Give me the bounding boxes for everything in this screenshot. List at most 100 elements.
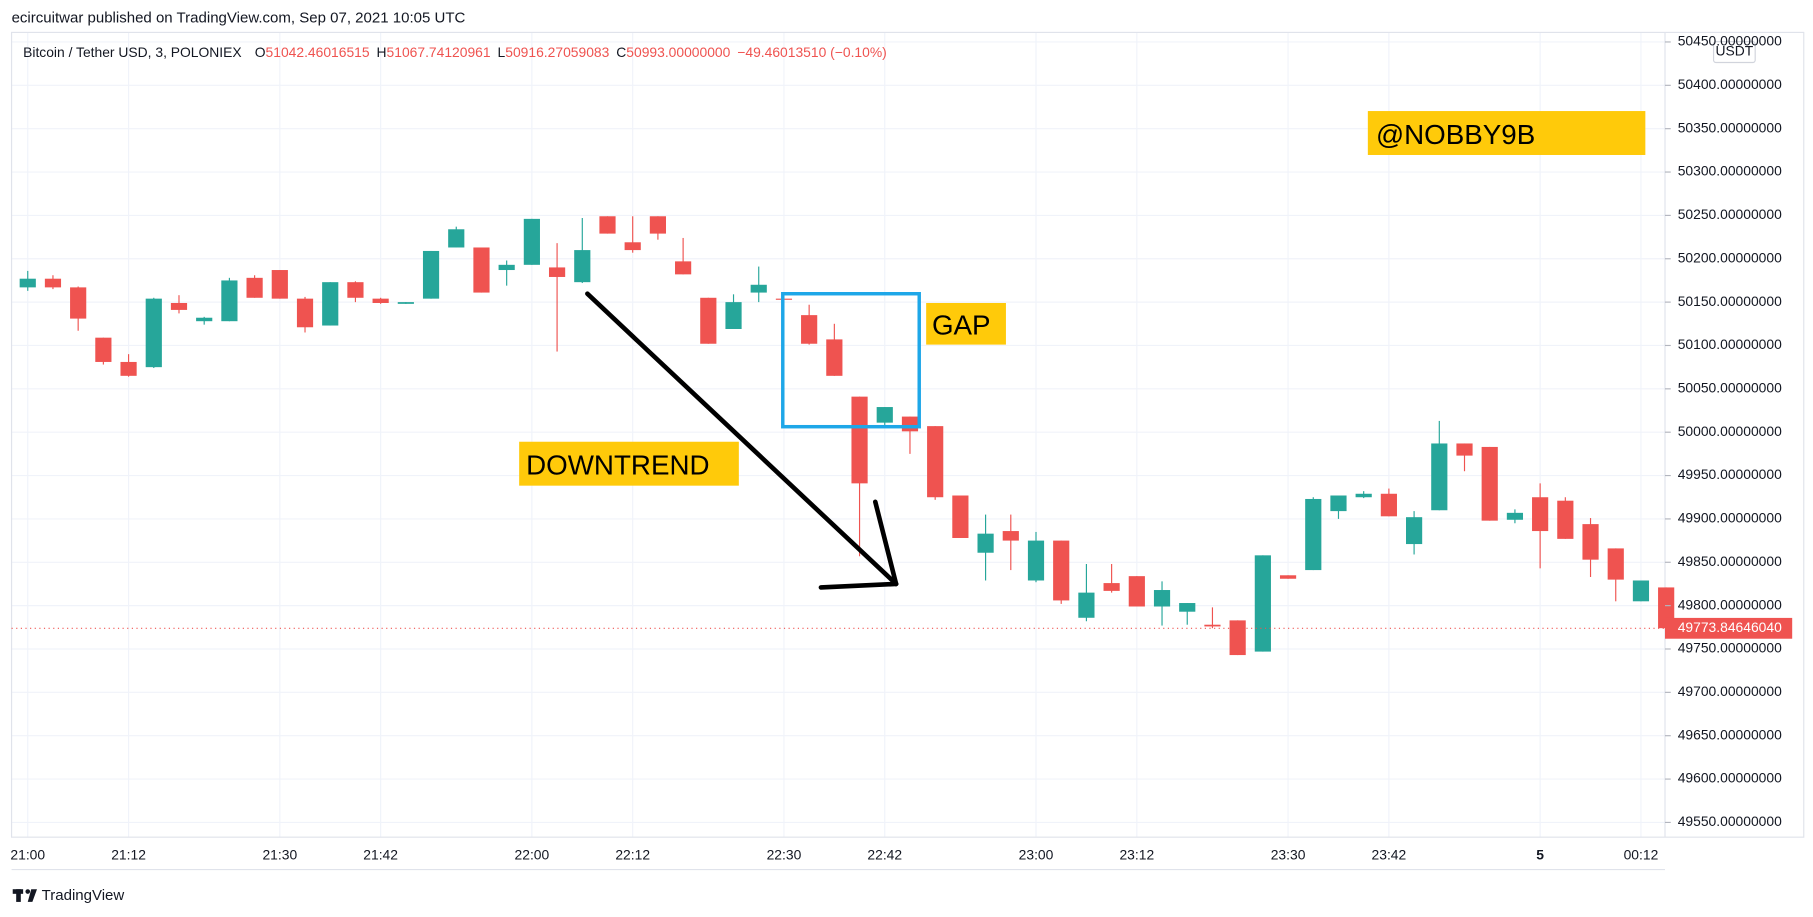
candle-body — [851, 396, 868, 484]
candle-body — [1456, 443, 1473, 456]
x-tick-label: 22:12 — [615, 846, 650, 862]
legend-label: H — [377, 44, 387, 60]
candle-body — [1204, 624, 1221, 627]
gap-box — [781, 292, 921, 429]
candle-body — [876, 407, 893, 423]
candle-body — [1027, 540, 1045, 581]
candle-body — [1254, 555, 1271, 652]
legend-label: O — [255, 44, 266, 60]
legend-change: −49.46013510 (−0.10%) — [737, 44, 887, 60]
grid — [11, 32, 1665, 838]
brand-logo — [12, 889, 37, 902]
y-tick-label: 50200.00000000 — [1678, 249, 1782, 265]
candle-body — [801, 315, 818, 344]
candle-body — [927, 426, 944, 498]
candle-body — [246, 277, 263, 298]
candle-body — [1179, 603, 1196, 612]
candle-body — [347, 282, 364, 298]
x-tick-label: 23:42 — [1372, 846, 1407, 862]
candle-body — [44, 278, 62, 288]
x-tick-label: 23:00 — [1019, 846, 1054, 862]
x-tick-label: 21:12 — [111, 846, 146, 862]
candle-body — [1380, 493, 1397, 517]
candle-body — [372, 298, 389, 303]
candle-body — [700, 297, 717, 344]
legend-value: 50916.27059083 — [505, 44, 609, 60]
candle-body — [1557, 500, 1574, 539]
pane-border — [10, 31, 1805, 838]
candle-body — [675, 261, 692, 275]
y-tick-label: 49850.00000000 — [1678, 553, 1782, 569]
candle-body — [1229, 620, 1246, 656]
candle-body — [952, 495, 969, 538]
candle-body — [1632, 580, 1650, 602]
y-tick-label: 50100.00000000 — [1678, 336, 1782, 352]
x-tick-label: 00:12 — [1624, 846, 1659, 862]
candle-body — [448, 229, 465, 248]
candle-body — [574, 250, 591, 283]
y-tick-label: 50400.00000000 — [1678, 76, 1782, 92]
candle-body — [523, 218, 540, 265]
candle-body — [1582, 524, 1599, 560]
candle-body — [19, 278, 36, 288]
candle-body — [624, 242, 641, 251]
candle-body — [498, 264, 515, 271]
candle-body — [422, 250, 440, 299]
candle-body — [322, 282, 339, 326]
candle-body — [1506, 512, 1524, 520]
candle-body — [1002, 531, 1019, 541]
candle-body — [170, 302, 188, 310]
last-price-label: 49773.84646040 — [1678, 619, 1782, 635]
candle-body — [1053, 540, 1070, 601]
candle-body — [1532, 497, 1549, 532]
candle-body — [1355, 493, 1372, 498]
candle-body — [826, 339, 843, 376]
legend: Bitcoin / Tether USD, 3, POLONIEX O51042… — [23, 44, 887, 60]
y-tick-label: 49950.00000000 — [1678, 466, 1782, 482]
candle-body — [1431, 443, 1448, 511]
x-tick-label: 23:12 — [1119, 846, 1154, 862]
candle-body — [1279, 575, 1297, 579]
y-tick-label: 49750.00000000 — [1678, 640, 1782, 656]
currency: USDT — [1716, 43, 1754, 59]
y-tick-label: 49700.00000000 — [1678, 683, 1782, 699]
y-tick-label: 50350.00000000 — [1678, 119, 1782, 135]
annotation: @NOBBY9B — [1376, 119, 1535, 150]
candle-body — [1153, 590, 1171, 607]
candle-body — [1305, 498, 1322, 571]
publisher: ecircuitwar published on TradingView.com… — [12, 10, 466, 27]
candle-body — [473, 247, 490, 293]
candle-body — [548, 267, 566, 277]
x-tick-label: 5 — [1536, 846, 1544, 862]
annotation: DOWNTREND — [526, 450, 709, 481]
candle-body — [977, 533, 994, 553]
candles — [19, 216, 1675, 656]
candle-body — [649, 216, 666, 234]
candle-body — [95, 337, 112, 362]
y-tick-label: 50450.00000000 — [1678, 33, 1782, 49]
last-price-box — [1665, 617, 1793, 639]
annotation: GAP — [932, 310, 991, 341]
y-tick-label: 49900.00000000 — [1678, 510, 1782, 526]
annotation-box — [519, 441, 739, 486]
y-tick-label: 50250.00000000 — [1678, 206, 1782, 222]
candle-body — [599, 216, 616, 234]
y-tick-label: 50150.00000000 — [1678, 293, 1782, 309]
y-tick-label: 49600.00000000 — [1678, 770, 1782, 786]
candle-body — [120, 361, 137, 376]
legend-value: 51042.46016515 — [266, 44, 370, 60]
y-tick-label: 49800.00000000 — [1678, 596, 1782, 612]
annotation-box — [926, 302, 1006, 345]
candle-body — [70, 287, 87, 319]
legend-label: C — [616, 44, 626, 60]
arrow — [585, 291, 899, 590]
candle-body — [1128, 576, 1145, 607]
candle-body — [901, 416, 919, 432]
candle-body — [1607, 548, 1624, 580]
symbol: Bitcoin / Tether USD, 3, POLONIEX — [23, 44, 242, 60]
x-tick-label: 21:30 — [262, 846, 297, 862]
y-tick-label: 50050.00000000 — [1678, 379, 1782, 395]
candle-body — [1078, 592, 1095, 618]
x-tick-label: 22:42 — [867, 846, 902, 862]
